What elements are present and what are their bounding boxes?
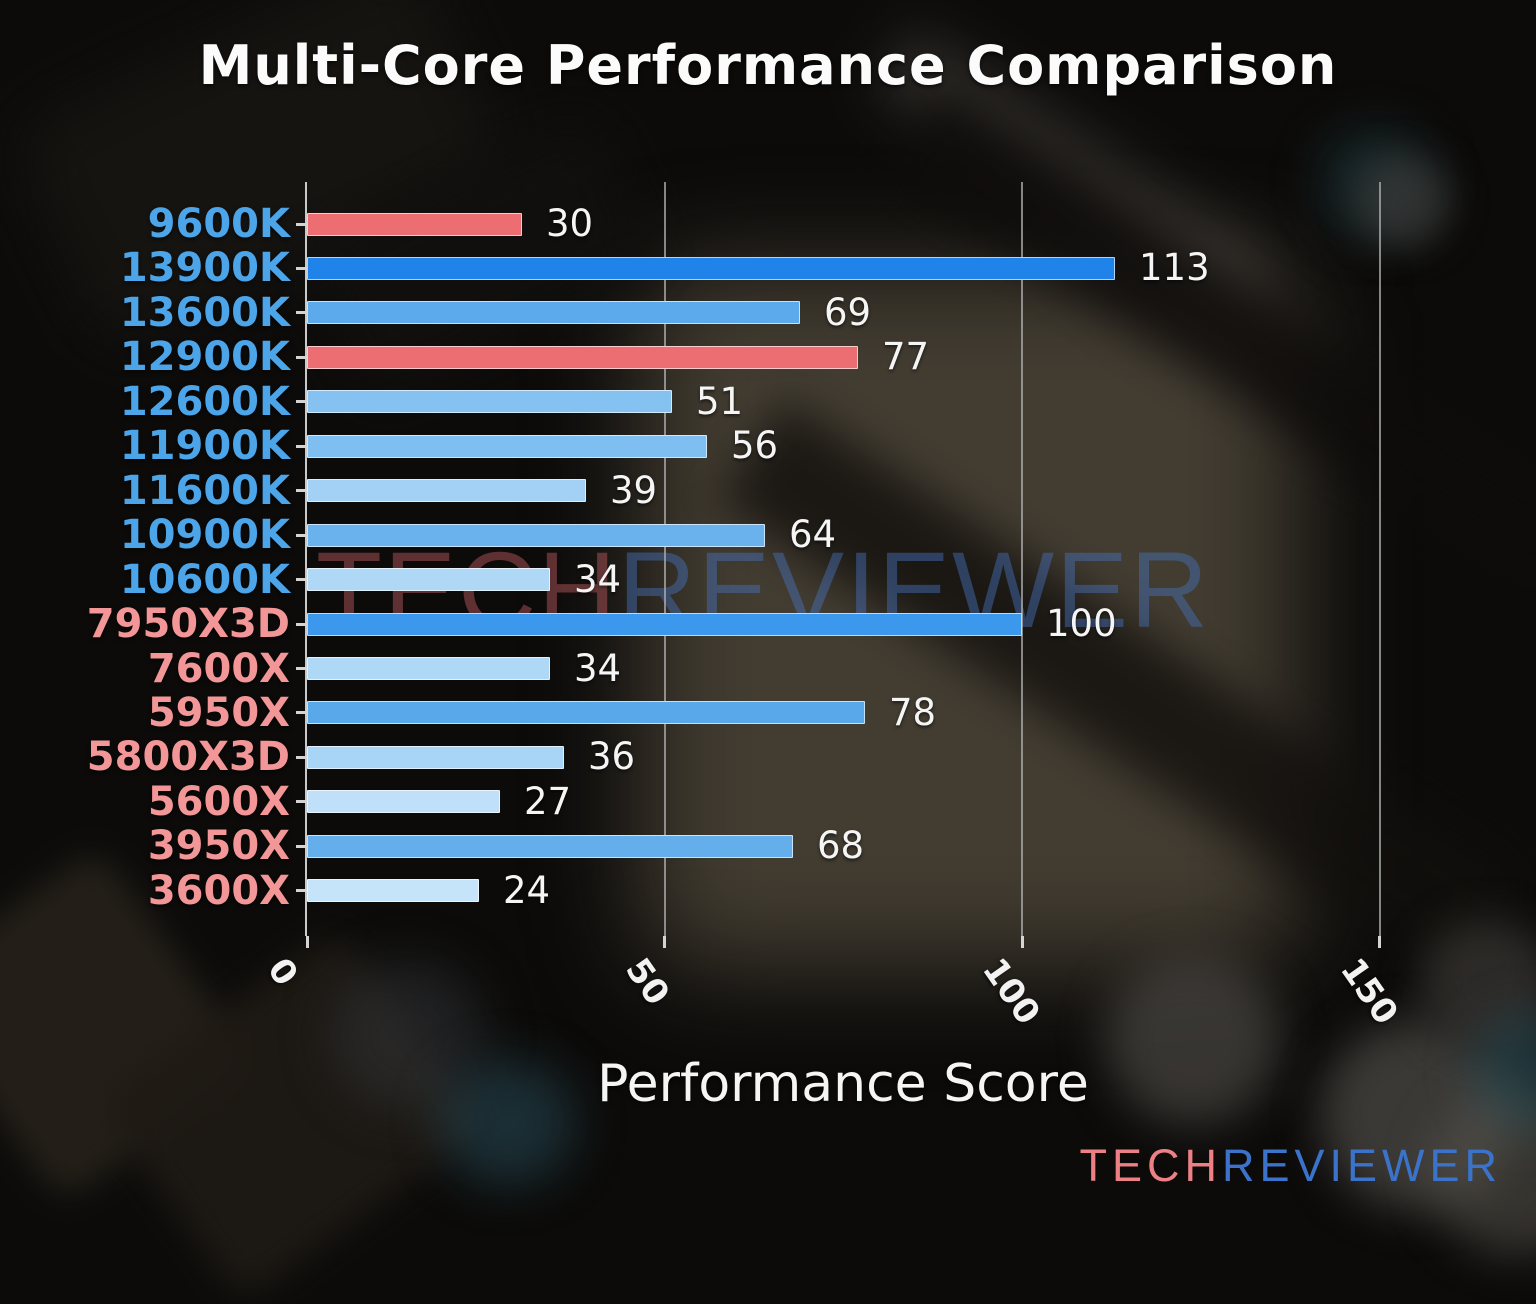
value-label-3600X: 24 xyxy=(503,868,551,912)
gridline-150 xyxy=(1378,182,1381,936)
value-label-12600K: 51 xyxy=(696,379,744,423)
category-label-11600K: 11600K xyxy=(119,467,290,514)
category-label-10900K: 10900K xyxy=(119,512,290,559)
bar-12600K xyxy=(307,390,672,413)
x-tick-mark-50 xyxy=(663,936,666,948)
value-label-13600K: 69 xyxy=(824,290,872,334)
y-tick-mark-13900K xyxy=(296,266,307,270)
bar-10900K xyxy=(307,524,765,547)
category-label-7600X: 7600X xyxy=(147,645,290,692)
x-tick-mark-150 xyxy=(1378,936,1381,948)
y-tick-mark-5800X3D xyxy=(296,755,307,759)
value-label-5800X3D: 36 xyxy=(588,735,636,779)
bar-5800X3D xyxy=(307,746,564,769)
bg-bokeh-teal-2 xyxy=(440,1060,575,1185)
bar-3950X xyxy=(307,835,793,858)
category-label-3950X: 3950X xyxy=(147,823,290,870)
y-tick-mark-12900K xyxy=(296,355,307,359)
y-tick-mark-13600K xyxy=(296,311,307,315)
value-label-9600K: 30 xyxy=(546,202,594,245)
y-tick-mark-10900K xyxy=(296,533,307,537)
bar-11900K xyxy=(307,435,707,458)
value-label-11900K: 56 xyxy=(731,424,779,468)
bar-5950X xyxy=(307,701,865,724)
logo-reviewer: REVIEWER xyxy=(1221,1140,1502,1191)
logo-tech: TECH xyxy=(1079,1140,1222,1191)
category-label-9600K: 9600K xyxy=(147,201,290,247)
y-tick-mark-10600K xyxy=(296,578,307,582)
bg-bokeh-gray-6 xyxy=(1355,155,1450,247)
y-tick-mark-9600K xyxy=(296,222,307,226)
x-axis-label: Performance Score xyxy=(597,1054,1089,1114)
value-label-3950X: 68 xyxy=(817,824,865,868)
y-axis-spine xyxy=(305,182,307,936)
bar-13600K xyxy=(307,301,800,324)
y-tick-mark-7600X xyxy=(296,667,307,670)
y-tick-mark-7950X3D xyxy=(296,622,307,626)
bg-bokeh-gray-1 xyxy=(1105,955,1280,1125)
y-tick-mark-11600K xyxy=(296,489,307,493)
category-label-5800X3D: 5800X3D xyxy=(86,734,290,781)
techreviewer-logo: TECHREVIEWER xyxy=(1079,1140,1502,1192)
category-label-10600K: 10600K xyxy=(119,556,290,603)
x-tick-mark-0 xyxy=(305,936,309,948)
value-label-5600X: 27 xyxy=(524,779,572,823)
y-tick-mark-12600K xyxy=(296,400,307,404)
category-label-3600X: 3600X xyxy=(147,867,290,914)
value-label-7950X3D: 100 xyxy=(1046,602,1117,646)
gridline-50 xyxy=(663,182,666,936)
bar-3600X xyxy=(307,879,479,902)
value-label-5950X: 78 xyxy=(889,690,937,734)
bar-10600K xyxy=(307,568,550,591)
bar-7600X xyxy=(307,657,550,680)
category-label-13600K: 13600K xyxy=(119,289,290,336)
value-label-10600K: 34 xyxy=(574,557,622,601)
gridline-100 xyxy=(1021,182,1023,936)
y-tick-mark-3600X xyxy=(296,889,307,893)
x-tick-label-150: 150 xyxy=(1331,951,1406,1033)
x-tick-label-50: 50 xyxy=(616,951,677,1013)
category-label-11900K: 11900K xyxy=(119,423,290,470)
category-label-7950X3D: 7950X3D xyxy=(86,601,290,648)
bar-12900K xyxy=(307,346,858,369)
y-tick-mark-3950X xyxy=(296,844,307,848)
y-tick-mark-11900K xyxy=(296,444,307,448)
category-label-13900K: 13900K xyxy=(119,245,290,292)
bar-9600K xyxy=(307,213,522,236)
category-label-12600K: 12600K xyxy=(119,378,290,425)
category-label-12900K: 12900K xyxy=(119,334,290,381)
category-label-5950X: 5950X xyxy=(147,689,290,736)
bar-7950X3D xyxy=(307,613,1022,636)
value-label-10900K: 64 xyxy=(789,513,837,557)
value-label-13900K: 113 xyxy=(1139,246,1210,290)
bar-13900K xyxy=(307,257,1115,280)
chart-title: Multi-Core Performance Comparison xyxy=(198,34,1338,97)
x-tick-label-0: 0 xyxy=(259,951,306,994)
y-tick-mark-5600X xyxy=(296,800,307,804)
x-tick-label-100: 100 xyxy=(974,951,1048,1033)
bar-5600X xyxy=(307,790,500,813)
category-label-5600X: 5600X xyxy=(147,778,290,825)
value-label-11600K: 39 xyxy=(610,468,658,512)
y-tick-mark-5950X xyxy=(296,711,307,715)
bar-chart: 0 50 100 150 9600K 30 13900K 113 13600K 69 12900K 7… xyxy=(86,182,1406,1033)
value-label-12900K: 77 xyxy=(882,335,930,379)
x-tick-mark-100 xyxy=(1020,936,1024,948)
value-label-7600X: 34 xyxy=(574,646,622,690)
bar-11600K xyxy=(307,479,586,502)
